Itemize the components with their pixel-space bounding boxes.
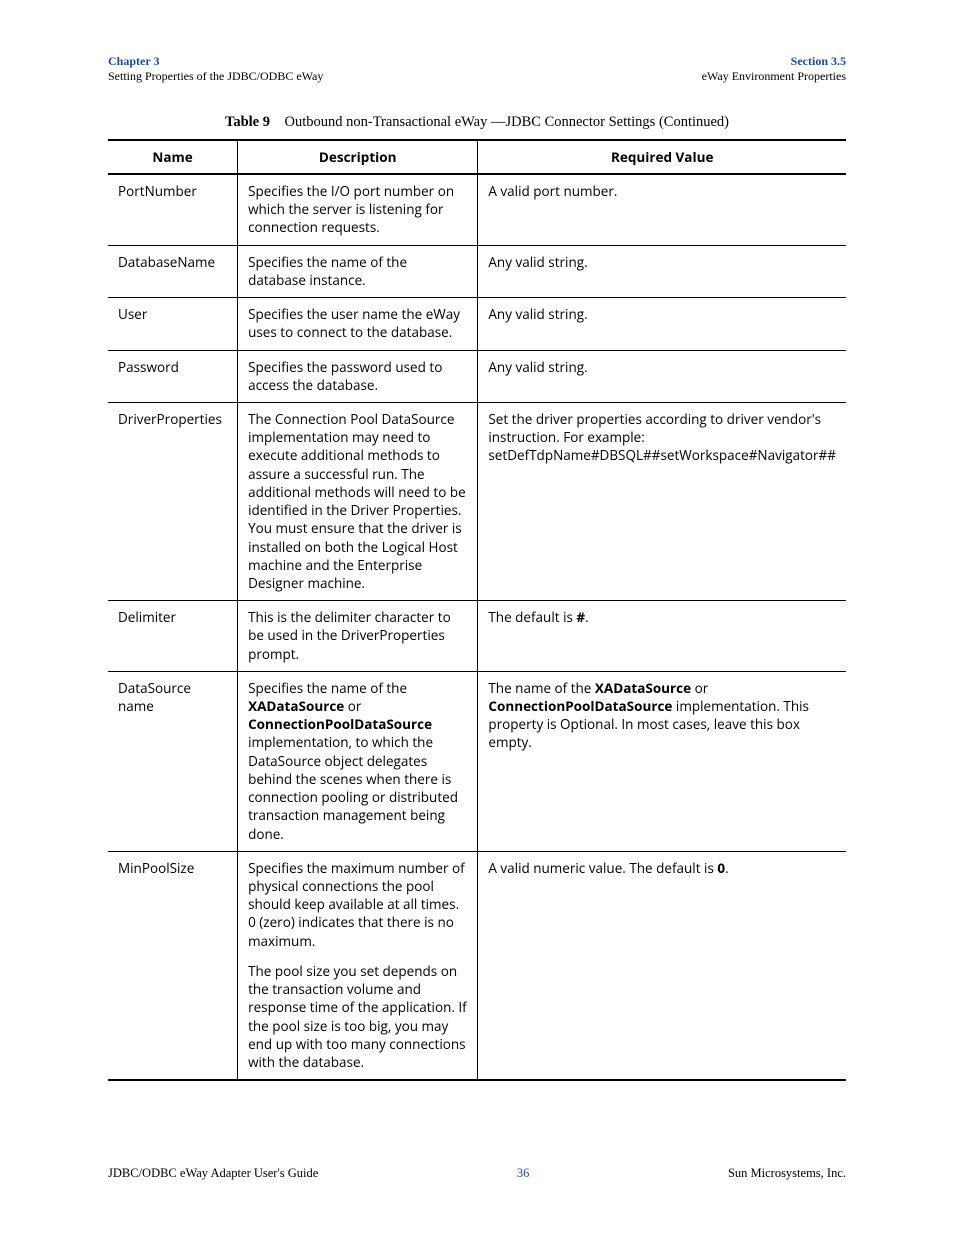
- table-row: Password Specifies the password used to …: [108, 350, 846, 402]
- cell-required: Any valid string.: [478, 245, 846, 297]
- footer-page-number: 36: [517, 1166, 530, 1181]
- table-caption-label: Table 9: [225, 114, 270, 130]
- req-text-post: .: [725, 859, 729, 877]
- settings-table: Name Description Required Value PortNumb…: [108, 139, 846, 1081]
- cell-description: This is the delimiter character to be us…: [238, 601, 478, 672]
- section-subtitle: eWay Environment Properties: [702, 69, 846, 84]
- table-header-row: Name Description Required Value: [108, 140, 846, 174]
- page-footer: JDBC/ODBC eWay Adapter User's Guide 36 S…: [108, 1166, 846, 1181]
- column-header-required: Required Value: [478, 140, 846, 174]
- footer-doc-title: JDBC/ODBC eWay Adapter User's Guide: [108, 1166, 318, 1181]
- table-row: Delimiter This is the delimiter characte…: [108, 601, 846, 672]
- cell-description: Specifies the name of the database insta…: [238, 245, 478, 297]
- cell-required: A valid numeric value. The default is 0.: [478, 851, 846, 1080]
- cell-name: MinPoolSize: [108, 851, 238, 1080]
- cell-name: PortNumber: [108, 174, 238, 245]
- desc-para1: Specifies the maximum number of physical…: [248, 859, 465, 950]
- column-header-description: Description: [238, 140, 478, 174]
- table-row: MinPoolSize Specifies the maximum number…: [108, 851, 846, 1080]
- desc-bold: ConnectionPoolDataSource: [248, 715, 432, 733]
- footer-company: Sun Microsystems, Inc.: [728, 1166, 846, 1181]
- page-container: Chapter 3 Setting Properties of the JDBC…: [0, 0, 954, 1081]
- table-caption: Table 9 Outbound non-Transactional eWay …: [108, 114, 846, 131]
- table-caption-spacer: [274, 114, 281, 130]
- cell-name: Password: [108, 350, 238, 402]
- req-text-pre: The default is: [488, 608, 576, 626]
- cell-description: The Connection Pool DataSource implement…: [238, 402, 478, 600]
- cell-description: Specifies the maximum number of physical…: [238, 851, 478, 1080]
- column-header-name: Name: [108, 140, 238, 174]
- cell-name: DataSource name: [108, 671, 238, 851]
- desc-bold: XADataSource: [248, 697, 344, 715]
- page-header: Chapter 3 Setting Properties of the JDBC…: [108, 54, 846, 84]
- cell-name: User: [108, 298, 238, 350]
- desc-para2: The pool size you set depends on the tra…: [248, 962, 467, 1071]
- cell-required: The name of the XADataSource or Connecti…: [478, 671, 846, 851]
- desc-post: implementation, to which the DataSource …: [248, 733, 458, 842]
- req-pre: The name of the: [488, 679, 595, 697]
- req-bold: XADataSource: [595, 679, 691, 697]
- table-row: User Specifies the user name the eWay us…: [108, 298, 846, 350]
- chapter-subtitle: Setting Properties of the JDBC/ODBC eWay: [108, 69, 323, 84]
- req-mid: or: [691, 679, 708, 697]
- section-label: Section 3.5: [702, 54, 846, 69]
- table-caption-text: Outbound non-Transactional eWay —JDBC Co…: [284, 114, 729, 130]
- chapter-label: Chapter 3: [108, 54, 323, 69]
- table-row: DatabaseName Specifies the name of the d…: [108, 245, 846, 297]
- table-row: PortNumber Specifies the I/O port number…: [108, 174, 846, 245]
- cell-description: Specifies the password used to access th…: [238, 350, 478, 402]
- cell-description: Specifies the I/O port number on which t…: [238, 174, 478, 245]
- cell-required: Any valid string.: [478, 298, 846, 350]
- desc-pre: Specifies the name of the: [248, 679, 407, 697]
- header-right-block: Section 3.5 eWay Environment Properties: [702, 54, 846, 84]
- cell-description: Specifies the name of the XADataSource o…: [238, 671, 478, 851]
- req-bold: ConnectionPoolDataSource: [488, 697, 672, 715]
- cell-required: Any valid string.: [478, 350, 846, 402]
- cell-required: A valid port number.: [478, 174, 846, 245]
- cell-required: Set the driver properties according to d…: [478, 402, 846, 600]
- cell-name: DriverProperties: [108, 402, 238, 600]
- table-row: DriverProperties The Connection Pool Dat…: [108, 402, 846, 600]
- req-text-bold: 0: [717, 859, 725, 877]
- desc-mid: or: [344, 697, 361, 715]
- cell-required: The default is #.: [478, 601, 846, 672]
- cell-name: Delimiter: [108, 601, 238, 672]
- cell-name: DatabaseName: [108, 245, 238, 297]
- table-row: DataSource name Specifies the name of th…: [108, 671, 846, 851]
- req-text-bold: #: [576, 608, 585, 626]
- req-text-pre: A valid numeric value. The default is: [488, 859, 717, 877]
- cell-description: Specifies the user name the eWay uses to…: [238, 298, 478, 350]
- req-text-post: .: [585, 608, 589, 626]
- header-left-block: Chapter 3 Setting Properties of the JDBC…: [108, 54, 323, 84]
